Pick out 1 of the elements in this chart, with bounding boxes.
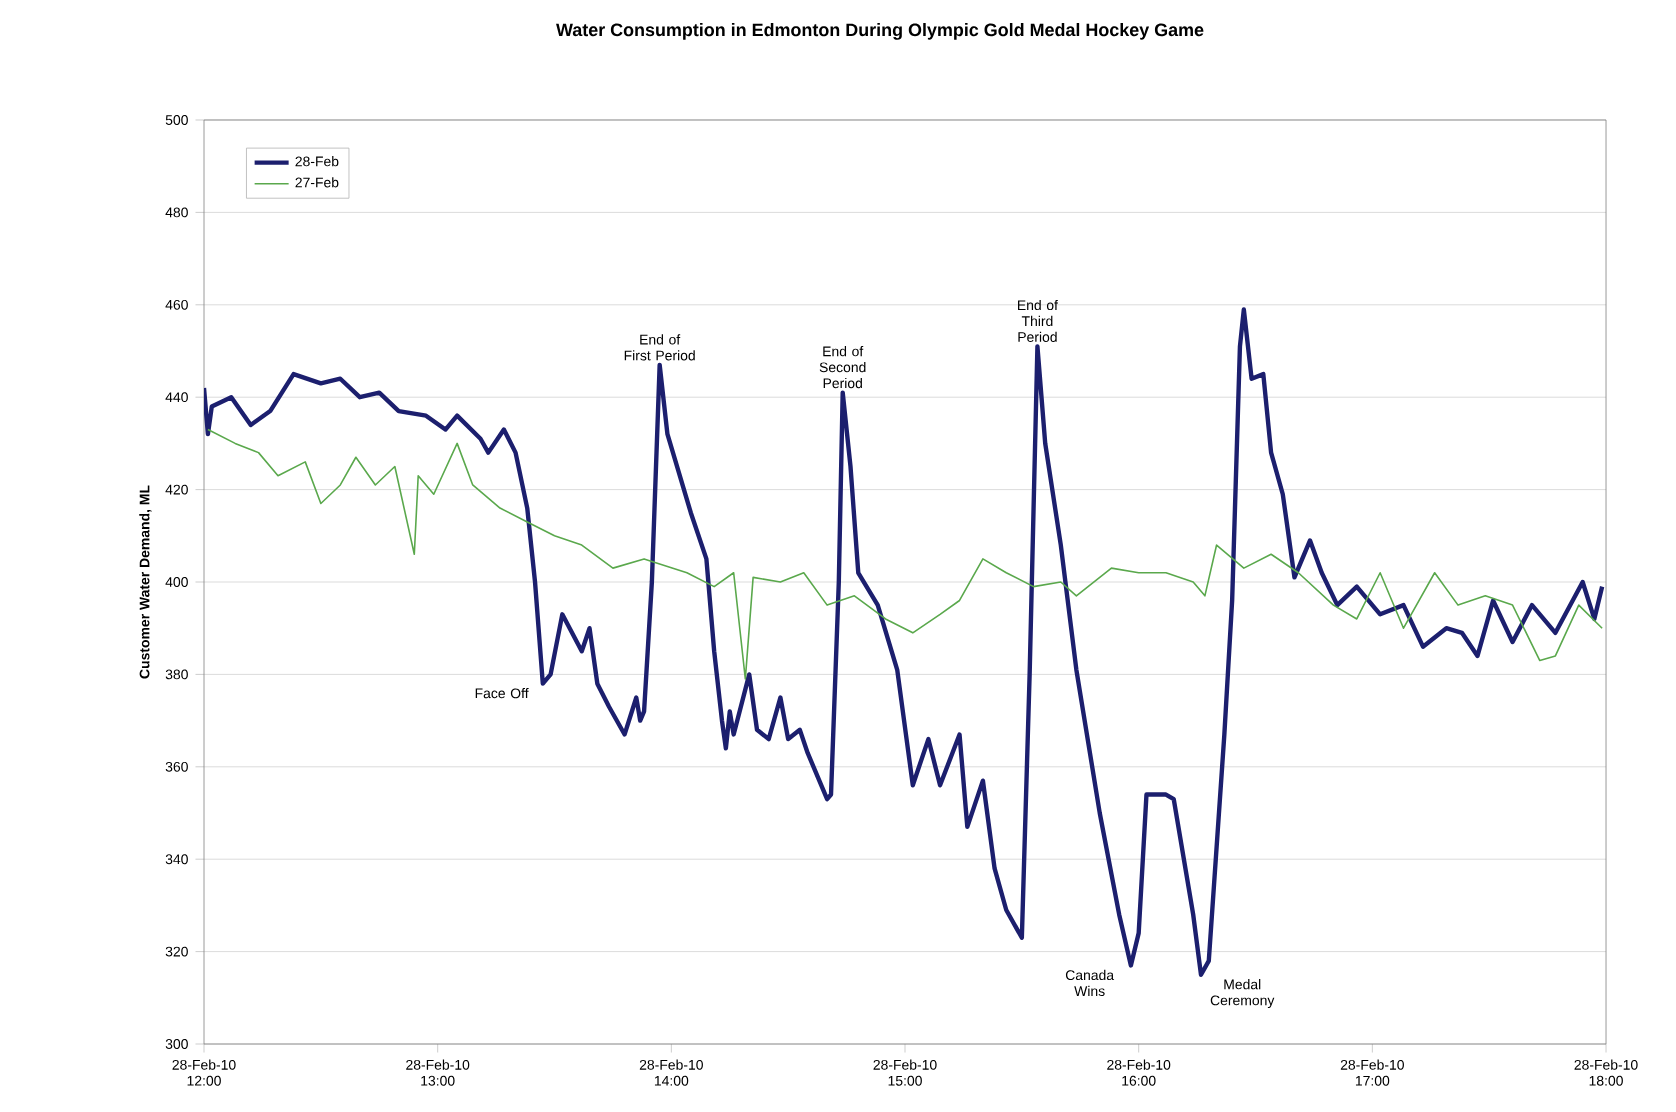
chart-title: Water Consumption in Edmonton During Olympic Gold Medal Hockey Game [556,23,1204,40]
